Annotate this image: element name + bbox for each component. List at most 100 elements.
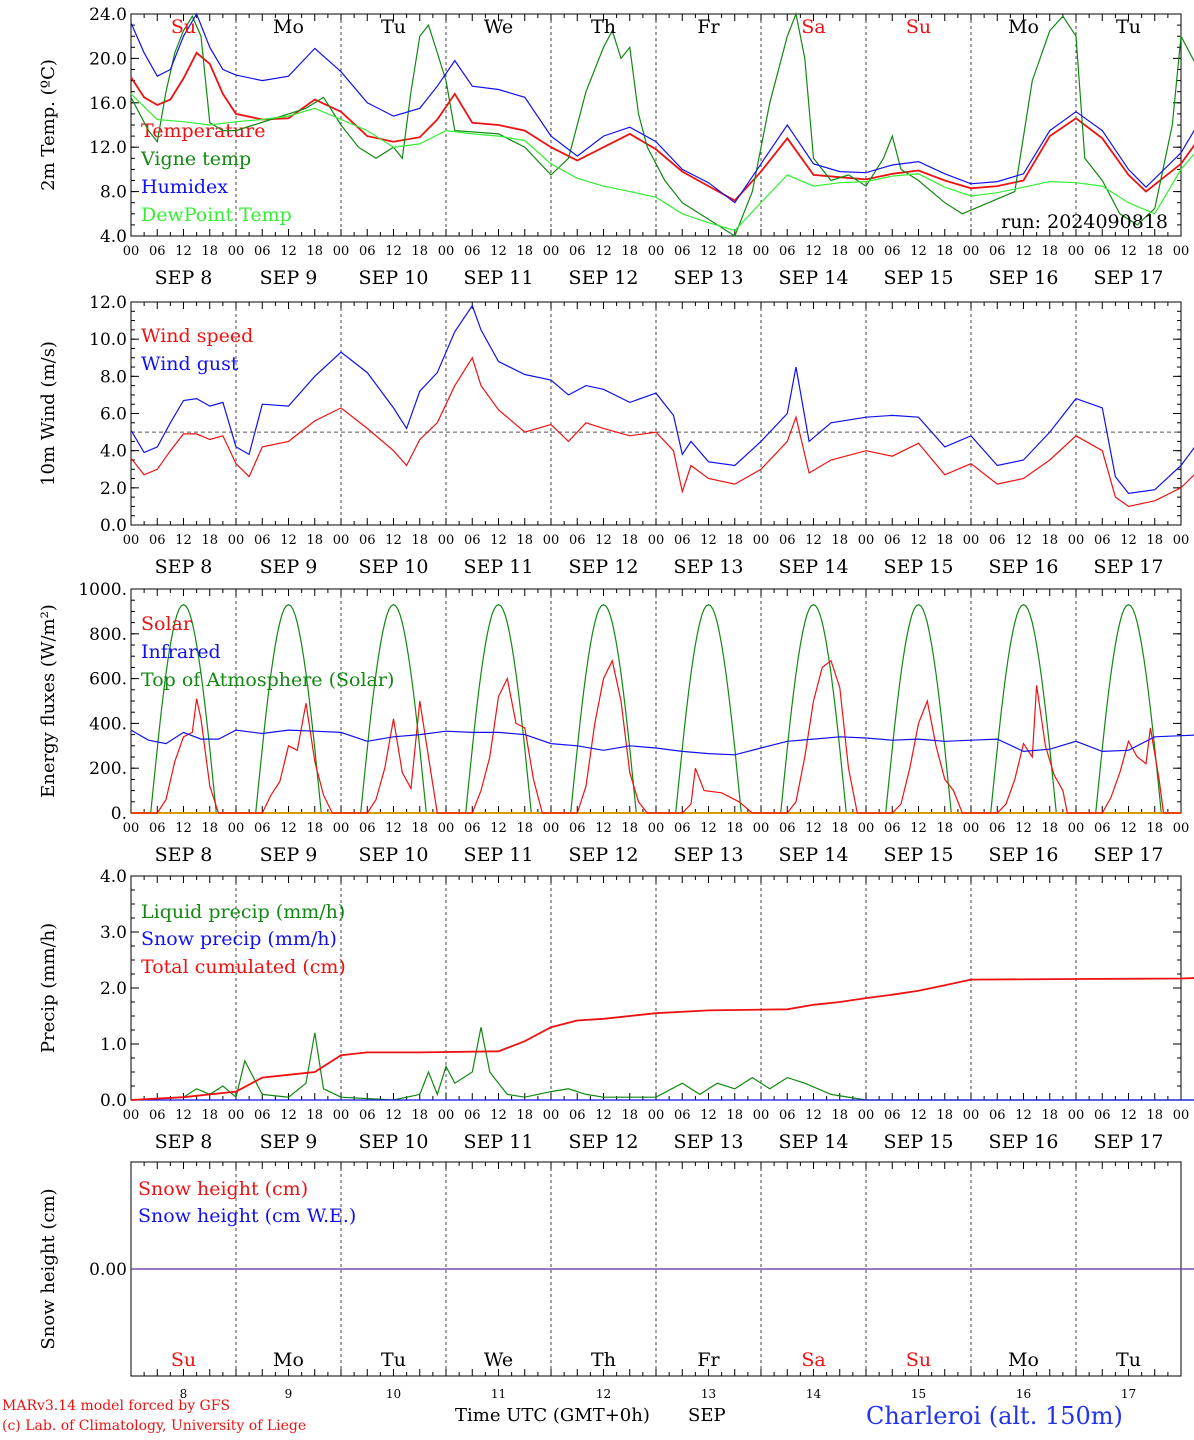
hour-tick-label: 12	[280, 821, 297, 836]
hour-tick-label: 12	[910, 1108, 927, 1123]
series-toa-solar	[150, 604, 217, 814]
series-humidex	[130, 12, 1194, 204]
day-number-label: 9	[285, 1387, 293, 1401]
hour-tick-label: 00	[438, 1108, 455, 1123]
weekday-label: Tu	[381, 1349, 406, 1371]
hour-tick-label: 00	[963, 244, 980, 259]
hour-tick-label: 18	[621, 533, 638, 548]
hour-tick-label: 18	[516, 1108, 533, 1123]
hour-tick-label: 00	[228, 1108, 245, 1123]
date-label: SEP 8	[155, 267, 213, 289]
series-toa-solar	[990, 604, 1057, 814]
date-label: SEP 12	[569, 1131, 639, 1153]
date-label: SEP 9	[260, 267, 318, 289]
hour-tick-label: 18	[411, 244, 428, 259]
hour-tick-label: 18	[516, 533, 533, 548]
date-label: SEP 12	[569, 556, 639, 578]
panel-precip: 0.0 1.0 2.0 3.0 4.0 Precip (mm/h) Liquid preci…	[38, 867, 1194, 1153]
hour-tick-label: 18	[306, 1108, 323, 1123]
hour-tick-label: 18	[306, 244, 323, 259]
hour-tick-label: 00	[1068, 821, 1085, 836]
y-tick-label: 0.	[111, 804, 127, 824]
hour-tick-label: 18	[516, 244, 533, 259]
series-toa-solar	[1095, 604, 1162, 814]
hour-tick-label: 06	[1094, 1108, 1111, 1123]
x-axis-title: Time UTC (GMT+0h)	[455, 1405, 650, 1426]
hour-tick-label: 06	[569, 1108, 586, 1123]
date-label: SEP 16	[989, 844, 1059, 866]
date-label: SEP 10	[359, 844, 429, 866]
series-toa-solar	[360, 604, 427, 814]
hour-tick-label: 00	[1068, 244, 1085, 259]
weekday-label: Mo	[1008, 16, 1039, 38]
hour-tick-label: 18	[1146, 244, 1163, 259]
hour-tick-label: 12	[1120, 533, 1137, 548]
hour-tick-label: 12	[175, 244, 192, 259]
hour-tick-label: 12	[1120, 1108, 1137, 1123]
date-label: SEP 16	[989, 1131, 1059, 1153]
date-label: SEP 13	[674, 1131, 744, 1153]
hour-tick-label: 00	[123, 821, 140, 836]
hour-tick-label: 18	[1146, 1108, 1163, 1123]
series-toa-solar	[675, 604, 742, 814]
hour-tick-label: 00	[438, 533, 455, 548]
hour-tick-label: 18	[936, 821, 953, 836]
hour-tick-label: 06	[674, 533, 691, 548]
weekday-label: Sa	[801, 16, 825, 38]
panel-wind: 0.0 2.0 4.0 6.0 8.0 10.0 12.0 10m Wind (m/s) Win…	[38, 293, 1194, 578]
y-tick-label: 24.0	[89, 5, 127, 25]
date-label: SEP 11	[464, 1131, 534, 1153]
legend-entry: Temperature	[141, 120, 265, 142]
hour-tick-label: 18	[831, 821, 848, 836]
hour-tick-label: 12	[805, 533, 822, 548]
weekday-label: Th	[591, 1349, 616, 1371]
hour-tick-label: 18	[936, 533, 953, 548]
hour-tick-label: 12	[280, 1108, 297, 1123]
y-tick-label: 4.0	[100, 442, 127, 462]
weekday-label: Mo	[273, 16, 304, 38]
hour-tick-label: 12	[175, 1108, 192, 1123]
hour-tick-label: 18	[621, 244, 638, 259]
hour-tick-label: 12	[805, 1108, 822, 1123]
hour-tick-label: 00	[543, 1108, 560, 1123]
y-tick-label: 1000.	[78, 580, 127, 600]
hour-tick-label: 06	[989, 821, 1006, 836]
hour-tick-label: 18	[726, 821, 743, 836]
series-solar	[131, 658, 1181, 814]
date-label: SEP 17	[1094, 1131, 1164, 1153]
hour-tick-label: 18	[201, 533, 218, 548]
hour-tick-label: 18	[621, 821, 638, 836]
hour-tick-label: 12	[385, 1108, 402, 1123]
hour-tick-label: 00	[963, 533, 980, 548]
y-tick-label: 600.	[89, 670, 127, 690]
hour-tick-label: 00	[963, 821, 980, 836]
hour-tick-label: 06	[884, 821, 901, 836]
hour-tick-label: 12	[805, 821, 822, 836]
date-label: SEP 11	[464, 267, 534, 289]
hour-tick-label: 00	[543, 821, 560, 836]
hour-tick-label: 00	[753, 533, 770, 548]
date-label: SEP 8	[155, 844, 213, 866]
date-label: SEP 14	[779, 556, 849, 578]
legend-entry: Infrared	[141, 641, 221, 663]
legend-entry: Humidex	[141, 176, 228, 198]
y-tick-label: 400.	[89, 714, 127, 734]
hour-tick-label: 06	[989, 1108, 1006, 1123]
series-liquid-precip-mm-h-	[130, 1027, 1194, 1101]
hour-tick-label: 00	[858, 244, 875, 259]
y-axis-label: 2m Temp. (ºC)	[38, 59, 59, 191]
hour-tick-label: 06	[674, 821, 691, 836]
series-toa-solar	[255, 604, 322, 814]
weekday-label: Su	[906, 1349, 931, 1371]
date-label: SEP 11	[464, 844, 534, 866]
hour-tick-label: 06	[149, 244, 166, 259]
hour-tick-label: 00	[963, 1108, 980, 1123]
hour-tick-label: 06	[569, 533, 586, 548]
weekday-label: Th	[591, 16, 616, 38]
hour-tick-label: 12	[1120, 244, 1137, 259]
hour-tick-label: 12	[910, 533, 927, 548]
hour-tick-label: 00	[333, 821, 350, 836]
hour-tick-label: 18	[936, 1108, 953, 1123]
date-label: SEP 9	[260, 1131, 318, 1153]
date-label: SEP 13	[674, 556, 744, 578]
